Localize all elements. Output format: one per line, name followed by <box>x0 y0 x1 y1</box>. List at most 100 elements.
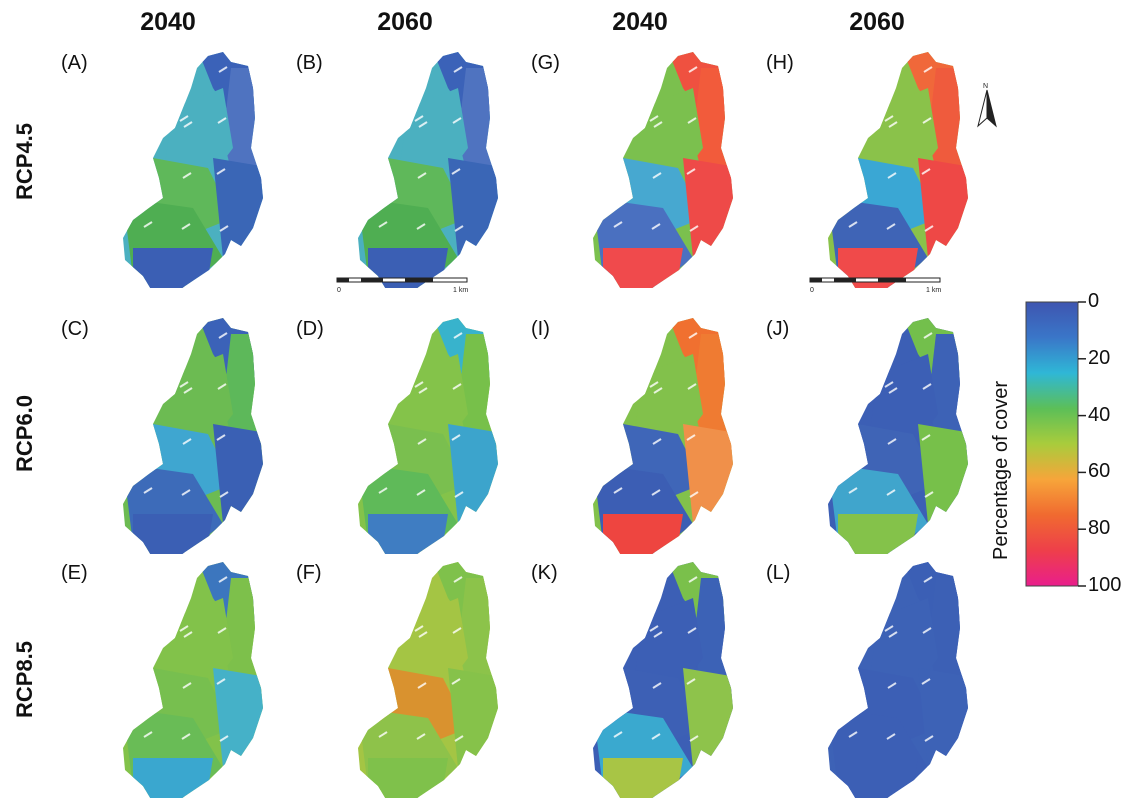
stream-line <box>888 387 898 394</box>
stream-line <box>416 223 426 230</box>
stream-line <box>847 572 857 579</box>
stream-line <box>379 436 389 443</box>
stream-line <box>417 172 427 179</box>
stream-line <box>649 381 659 388</box>
stream-line <box>182 682 192 689</box>
stream-line <box>649 115 659 122</box>
stream-line <box>887 172 897 179</box>
cover-zone <box>918 424 968 524</box>
stream-line <box>886 733 896 740</box>
column-header-2040-a: 2040 <box>140 8 196 36</box>
catchment-map <box>123 562 263 798</box>
stream-line <box>884 115 894 122</box>
legend-colorbar <box>1025 301 1086 587</box>
stream-line <box>650 574 660 581</box>
stream-line <box>143 731 153 738</box>
catchment-map <box>358 318 498 554</box>
stream-line <box>418 631 428 638</box>
stream-line <box>613 731 623 738</box>
stream-line <box>142 572 152 579</box>
stream-line <box>686 434 696 441</box>
catchment-map <box>828 562 968 798</box>
stream-line <box>146 334 156 341</box>
cover-zone <box>603 758 683 798</box>
stream-line <box>614 170 624 177</box>
stream-line <box>688 66 698 73</box>
stream-line <box>687 117 697 124</box>
cover-zone <box>838 758 918 798</box>
stream-line <box>145 629 155 636</box>
stream-line <box>180 330 190 337</box>
map-panel-9: (E) <box>55 562 295 812</box>
stream-line <box>849 680 859 687</box>
stream-line <box>181 223 191 230</box>
stream-line <box>381 334 391 341</box>
stream-line <box>615 385 625 392</box>
catchment-map <box>123 52 263 288</box>
cover-zone <box>133 758 213 798</box>
stream-line <box>142 328 152 335</box>
stream-line <box>653 121 663 128</box>
stream-line <box>378 487 388 494</box>
stream-line <box>650 64 660 71</box>
stream-line <box>653 631 663 638</box>
stream-line <box>182 438 192 445</box>
map-panel-3: (G) <box>525 52 765 302</box>
stream-line <box>181 489 191 496</box>
stream-line <box>687 383 697 390</box>
panel-label: (B) <box>296 52 323 74</box>
cover-zone <box>448 158 498 258</box>
stream-line <box>886 489 896 496</box>
stream-line <box>689 735 699 742</box>
catchment-map <box>593 318 733 554</box>
stream-line <box>219 491 229 498</box>
scale-start-label: 0 <box>337 287 341 294</box>
map-panel-6: (D) <box>290 318 530 568</box>
stream-line <box>848 221 858 228</box>
stream-line <box>179 381 189 388</box>
stream-line <box>652 172 662 179</box>
stream-line <box>216 678 226 685</box>
stream-line <box>415 330 425 337</box>
scale-end-label: 1 km <box>453 287 468 294</box>
stream-line <box>615 119 625 126</box>
stream-line <box>924 225 934 232</box>
stream-line <box>689 225 699 232</box>
stream-line <box>415 574 425 581</box>
stream-line <box>847 328 857 335</box>
stream-line <box>924 491 934 498</box>
stream-line <box>451 678 461 685</box>
cover-zone <box>448 668 498 768</box>
stream-line <box>886 223 896 230</box>
catchment-map <box>593 562 733 798</box>
stream-line <box>652 682 662 689</box>
panel-label: (F) <box>296 562 322 584</box>
stream-line <box>144 436 154 443</box>
panel-label: (A) <box>61 52 88 74</box>
cover-zone <box>133 248 213 288</box>
stream-line <box>417 438 427 445</box>
stream-line <box>922 383 932 390</box>
map-panel-12: (L) <box>760 562 1000 812</box>
cover-zone <box>603 514 683 554</box>
column-header-2060-b: 2060 <box>849 8 905 36</box>
panel-label: (K) <box>531 562 558 584</box>
stream-line <box>613 487 623 494</box>
stream-line <box>218 576 228 583</box>
stream-line <box>848 731 858 738</box>
catchment-map <box>828 52 968 288</box>
stream-line <box>614 436 624 443</box>
stream-line <box>142 62 152 69</box>
stream-line <box>454 225 464 232</box>
stream-line <box>454 491 464 498</box>
cover-zone <box>683 424 733 524</box>
stream-line <box>219 225 229 232</box>
stream-line <box>417 682 427 689</box>
stream-line <box>218 332 228 339</box>
stream-line <box>216 168 226 175</box>
stream-line <box>378 221 388 228</box>
north-arrow-icon: N <box>977 83 997 128</box>
stream-line <box>146 578 156 585</box>
stream-line <box>851 334 861 341</box>
stream-line <box>688 332 698 339</box>
